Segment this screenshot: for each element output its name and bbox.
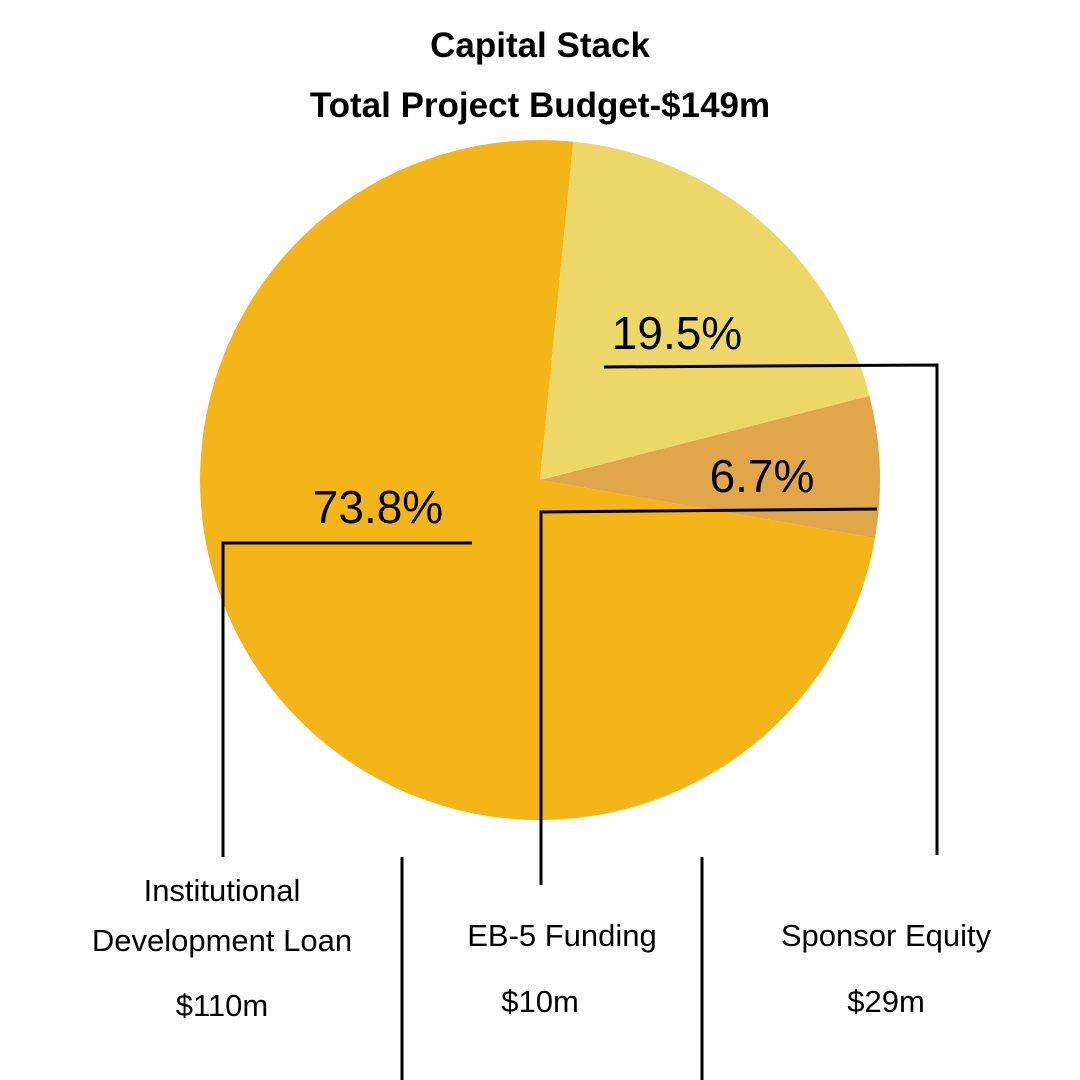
pie-slice-sponsor-equity (540, 141, 870, 480)
amount-label-eb5: $10m (501, 984, 579, 1019)
category-label-institutional-line2: Development Loan (92, 923, 352, 958)
amount-label-institutional: $110m (176, 988, 269, 1023)
percent-label-institutional-loan: 73.8% (313, 481, 443, 533)
percent-label-eb5-funding: 6.7% (710, 450, 815, 502)
percent-label-sponsor-equity: 19.5% (612, 307, 742, 359)
pie-slice-eb5-funding (540, 395, 881, 539)
category-label-eb5: EB-5 Funding (467, 918, 657, 953)
category-label-institutional-line1: Institutional (144, 873, 301, 908)
pie-slice-institutional-loan (200, 139, 876, 820)
leader-line-sponsor-equity (603, 363, 939, 855)
chart-title: Capital Stack (430, 26, 650, 65)
category-label-sponsor-equity: Sponsor Equity (781, 918, 992, 953)
leader-line-eb5-funding (539, 507, 878, 885)
chart-subtitle: Total Project Budget-$149m (310, 86, 770, 125)
leader-line-institutional-loan (221, 541, 472, 857)
amount-label-sponsor-equity: $29m (847, 984, 925, 1019)
